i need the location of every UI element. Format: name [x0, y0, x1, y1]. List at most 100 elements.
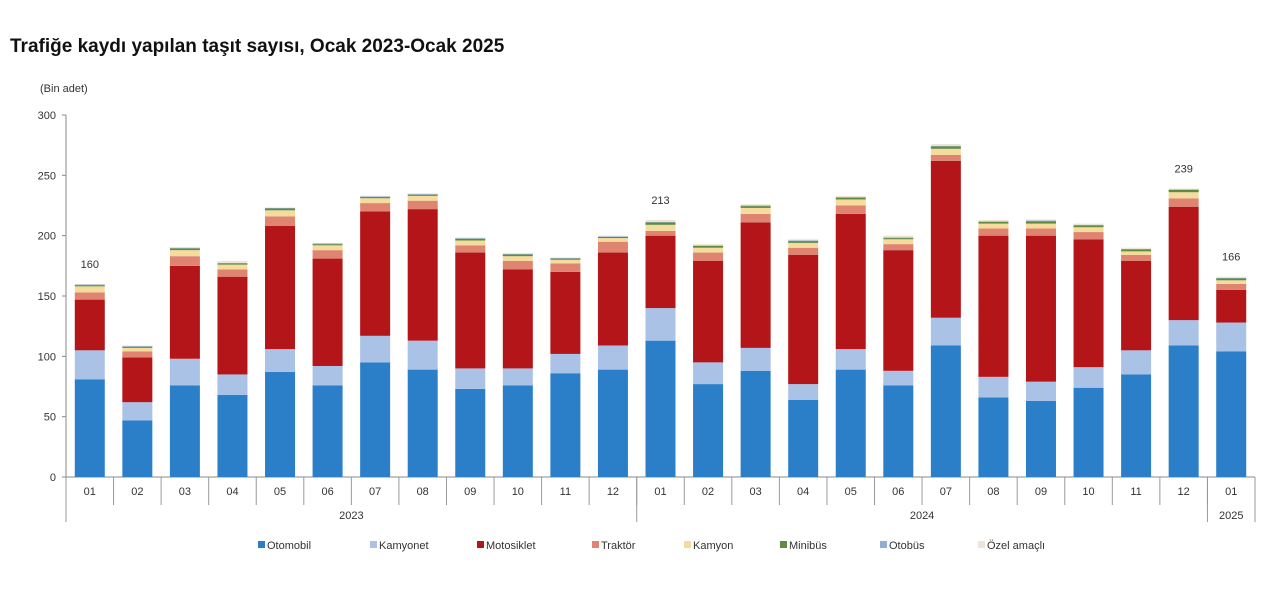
total-label: 213 — [651, 195, 669, 207]
bar-segment-kamyonet — [74, 350, 105, 380]
bar-segment-kamyon — [122, 347, 153, 352]
bar-segment--zel-ama-l- — [455, 237, 486, 239]
legend-label: Özel amaçlı — [987, 540, 1045, 552]
bar-segment-kamyon — [693, 247, 724, 253]
x-tick-label: 09 — [1035, 486, 1047, 498]
bar-segment--zel-ama-l- — [883, 235, 914, 238]
bar-segment-minib-s — [1121, 249, 1152, 252]
bar-segment-otob-s — [930, 145, 961, 147]
bar-segment--zel-ama-l- — [835, 195, 866, 198]
bar-segment-kamyon — [645, 224, 676, 231]
bar-segment--zel-ama-l- — [312, 242, 343, 244]
bar-segment-otomobil — [978, 397, 1009, 477]
bar-segment-trakt-r — [1073, 232, 1104, 240]
x-tick-label: 01 — [1225, 486, 1237, 498]
bar-segment-kamyonet — [265, 349, 296, 373]
x-tick-label: 05 — [845, 486, 857, 498]
bar-segment-trakt-r — [122, 351, 153, 358]
bar-segment-minib-s — [978, 221, 1009, 224]
bar-segment--zel-ama-l- — [1216, 276, 1247, 278]
bar-segment-kamyon — [978, 223, 1009, 229]
x-tick-label: 11 — [1130, 486, 1141, 498]
bar-segment-otob-s — [883, 237, 914, 239]
legend-label: Kamyonet — [379, 540, 429, 552]
bar-segment-kamyon — [550, 259, 581, 264]
bar-segment-motosiklet — [265, 226, 296, 350]
bar-segment-kamyonet — [1168, 320, 1199, 346]
bar-segment-motosiklet — [550, 271, 581, 354]
bar-segment-motosiklet — [122, 357, 153, 403]
bar-segment-trakt-r — [1121, 254, 1152, 262]
bar-segment-motosiklet — [883, 250, 914, 371]
y-tick-label: 200 — [38, 231, 56, 243]
bar-segment--zel-ama-l- — [1168, 188, 1199, 190]
x-tick-label: 02 — [702, 486, 714, 498]
bar-segment-motosiklet — [502, 269, 533, 369]
bar-segment-trakt-r — [360, 203, 391, 212]
total-label: 239 — [1174, 164, 1192, 176]
bar-segment-motosiklet — [360, 211, 391, 336]
bar-segment-otomobil — [74, 379, 105, 477]
legend-swatch — [880, 541, 887, 548]
bar-segment--zel-ama-l- — [74, 283, 105, 285]
bar-segment--zel-ama-l- — [122, 345, 153, 347]
x-tick-label: 07 — [940, 486, 952, 498]
bar-segment-minib-s — [550, 258, 581, 260]
bar-segment-kamyonet — [645, 308, 676, 341]
bar-segment-trakt-r — [788, 247, 819, 255]
bar-segment-otob-s — [122, 346, 153, 347]
bar-segment-minib-s — [265, 208, 296, 211]
bar-segment-otob-s — [360, 196, 391, 198]
bar-segment-trakt-r — [978, 228, 1009, 236]
bar-segment-trakt-r — [835, 205, 866, 214]
bar-segment-minib-s — [1025, 221, 1056, 224]
bar-segment-otomobil — [1168, 345, 1199, 477]
bar-segment-motosiklet — [1073, 239, 1104, 368]
bar-segment-trakt-r — [312, 250, 343, 259]
bar-segment-kamyon — [74, 286, 105, 293]
bar-segment-minib-s — [312, 244, 343, 246]
bar-segment-minib-s — [883, 238, 914, 240]
bar-segment-minib-s — [407, 194, 438, 196]
bar-segment--zel-ama-l- — [645, 219, 676, 222]
y-tick-label: 0 — [50, 472, 56, 484]
bar-segment-kamyonet — [788, 384, 819, 400]
bar-segment-minib-s — [645, 222, 676, 225]
bar-segment-minib-s — [930, 146, 961, 149]
bar-segment-kamyon — [360, 198, 391, 204]
x-tick-label: 06 — [321, 486, 333, 498]
bar-segment-kamyon — [169, 250, 200, 257]
bar-segment-kamyonet — [835, 349, 866, 370]
bar-segment-kamyonet — [1073, 367, 1104, 388]
bar-segment--zel-ama-l- — [502, 253, 533, 254]
bar-segment-minib-s — [740, 206, 771, 208]
bar-segment-motosiklet — [693, 261, 724, 363]
bar-segment--zel-ama-l- — [550, 257, 581, 258]
bar-segment-trakt-r — [645, 230, 676, 236]
x-tick-label: 08 — [987, 486, 999, 498]
bar-segment-otomobil — [788, 399, 819, 477]
bar-segment-otomobil — [1216, 351, 1247, 477]
bar-segment-kamyonet — [693, 362, 724, 385]
x-tick-label: 07 — [369, 486, 381, 498]
legend-label: Minibüs — [789, 540, 827, 552]
legend-swatch — [370, 541, 377, 548]
bar-segment-trakt-r — [502, 261, 533, 270]
x-tick-label: 08 — [417, 486, 429, 498]
legend-swatch — [258, 541, 265, 548]
bar-segment-otob-s — [74, 284, 105, 286]
bar-segment-otomobil — [455, 388, 486, 477]
bar-segment-kamyonet — [740, 347, 771, 371]
bar-segment-motosiklet — [407, 209, 438, 341]
bar-segment--zel-ama-l- — [169, 247, 200, 248]
legend-swatch — [684, 541, 691, 548]
y-axis-label: (Bin adet) — [40, 83, 88, 95]
bar-segment-kamyon — [455, 240, 486, 246]
bar-segment-trakt-r — [217, 269, 248, 277]
bar-segment-motosiklet — [169, 265, 200, 359]
bar-segment-trakt-r — [550, 263, 581, 272]
bar-segment-otob-s — [1168, 189, 1199, 190]
bar-segment-otob-s — [550, 257, 581, 259]
bar-segment-trakt-r — [1025, 228, 1056, 236]
bar-segment-kamyon — [835, 199, 866, 206]
